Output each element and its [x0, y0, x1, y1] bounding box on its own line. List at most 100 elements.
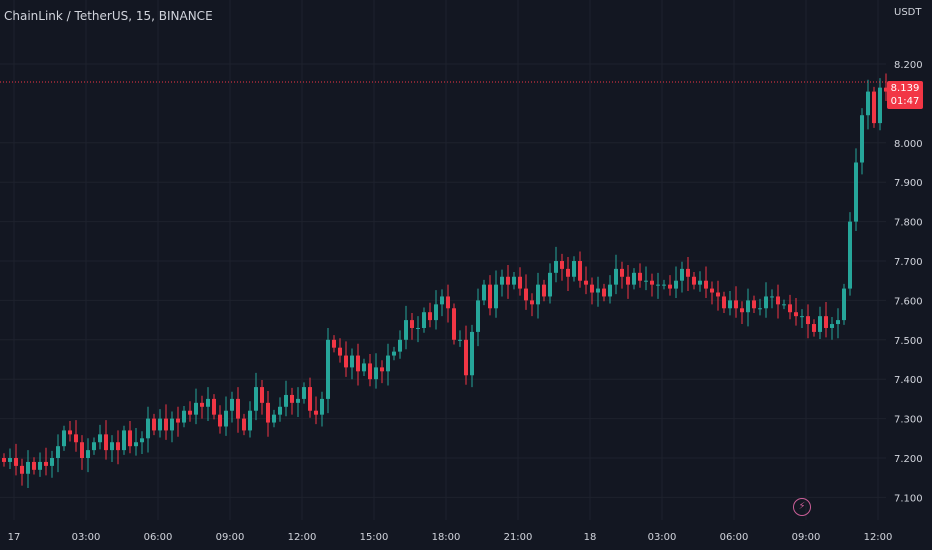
- candle-body: [188, 410, 192, 415]
- candle-body: [344, 355, 348, 368]
- candle-body: [506, 276, 510, 285]
- candle-body: [608, 284, 612, 297]
- price-axis: 7.100 7.200 7.300 7.400 7.500 7.600 7.700 7.800…: [894, 60, 923, 504]
- time-tick-label: 03:00: [72, 532, 101, 543]
- candle-body: [638, 272, 642, 281]
- candle-body: [548, 272, 552, 297]
- candle-body: [128, 430, 132, 447]
- candle-body: [86, 450, 90, 458]
- candle-body: [32, 461, 36, 470]
- candle-body: [152, 418, 156, 431]
- candle-body: [242, 418, 246, 431]
- lightning-bolt-icon[interactable]: ⚡: [793, 498, 811, 516]
- candle-body: [728, 300, 732, 309]
- currency-label[interactable]: USDT: [894, 7, 922, 18]
- symbol-title: ChainLink / TetherUS, 15, BINANCE: [4, 9, 213, 23]
- time-tick-label: 21:00: [504, 532, 533, 543]
- candle-body: [296, 398, 300, 403]
- candle-body: [50, 458, 54, 466]
- candle-body: [680, 268, 684, 281]
- candle-body: [314, 410, 318, 415]
- candle-body: [8, 458, 12, 462]
- candle-body: [218, 414, 222, 427]
- candle-body: [302, 387, 306, 399]
- price-tick-label: 7.800: [894, 218, 923, 229]
- candle-body: [848, 221, 852, 289]
- candle-body: [44, 461, 48, 466]
- candle-body: [350, 355, 354, 368]
- candle-body: [386, 355, 390, 372]
- candle-body: [254, 387, 258, 411]
- time-tick-label: 15:00: [360, 532, 389, 543]
- candle-body: [860, 115, 864, 163]
- time-tick-label: 12:00: [864, 532, 893, 543]
- candle-body: [740, 308, 744, 313]
- candle-body: [596, 288, 600, 293]
- candle-body: [398, 339, 402, 352]
- price-tick-label: 7.200: [894, 454, 923, 465]
- candle-body: [758, 308, 762, 310]
- price-tick-label: 7.700: [894, 257, 923, 268]
- candle-body: [440, 296, 444, 305]
- candle-body: [590, 284, 594, 293]
- candle-body: [812, 324, 816, 332]
- candle-body: [182, 410, 186, 423]
- candle-body: [2, 458, 6, 462]
- candle-body: [14, 458, 18, 466]
- candle-body: [68, 430, 72, 435]
- price-tick-label: 7.100: [894, 493, 923, 504]
- candle-body: [224, 410, 228, 427]
- candle-body: [284, 394, 288, 407]
- candle-body: [122, 430, 126, 451]
- candle-body: [842, 288, 846, 321]
- candle-body: [704, 280, 708, 289]
- candle-body: [104, 434, 108, 451]
- candle-body: [308, 387, 312, 411]
- candle-body: [614, 268, 618, 285]
- candle-body: [326, 339, 330, 399]
- candle-body: [20, 465, 24, 474]
- candle-body: [134, 442, 138, 447]
- candle-body: [416, 327, 420, 329]
- candle-body: [80, 442, 84, 458]
- candle-body: [584, 280, 588, 285]
- candle-body: [782, 304, 786, 306]
- candle-body: [446, 296, 450, 309]
- candle-body: [206, 398, 210, 407]
- candle-body: [800, 316, 804, 318]
- candle-body: [476, 300, 480, 332]
- price-tick-label: 7.600: [894, 296, 923, 307]
- candle-body: [686, 268, 690, 277]
- bar-countdown: 01:47: [890, 96, 920, 107]
- candle-body: [524, 288, 528, 301]
- candle-body: [626, 276, 630, 285]
- candle-body: [530, 300, 534, 305]
- candle-body: [578, 261, 582, 281]
- candle-body: [374, 367, 378, 380]
- candle-body: [194, 402, 198, 415]
- candle-body: [668, 284, 672, 289]
- candle-body: [788, 304, 792, 313]
- candle-body: [824, 316, 828, 328]
- candle-body: [338, 347, 342, 356]
- time-tick-label: 06:00: [144, 532, 173, 543]
- candle-body: [452, 308, 456, 340]
- candle-body: [554, 261, 558, 273]
- candle-body: [500, 276, 504, 285]
- candle-body: [164, 418, 168, 431]
- candle-body: [464, 339, 468, 376]
- candle-body: [410, 320, 414, 328]
- candle-body: [752, 300, 756, 309]
- candle-body: [818, 316, 822, 332]
- candle-body: [380, 367, 384, 372]
- candle-body: [560, 261, 564, 269]
- candle-body: [116, 442, 120, 451]
- candle-body: [272, 414, 276, 423]
- candle-body: [692, 276, 696, 285]
- time-tick-label: 18: [584, 532, 597, 543]
- candle-body: [434, 304, 438, 321]
- candle-body: [620, 268, 624, 277]
- candle-body: [278, 406, 282, 415]
- candle-body: [644, 280, 648, 282]
